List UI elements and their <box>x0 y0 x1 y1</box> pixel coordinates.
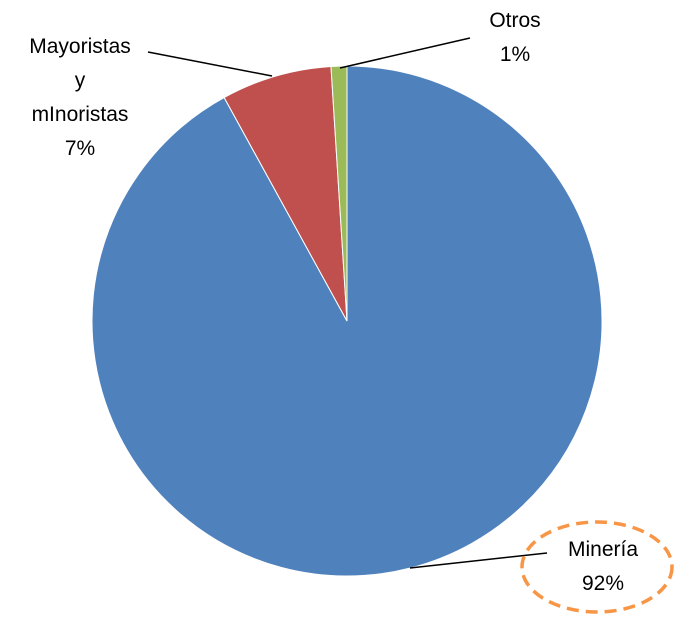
leader-line <box>339 37 471 69</box>
category-label: Otros <box>489 9 541 32</box>
slice-label: Otros 1% <box>460 4 570 72</box>
leader-line <box>147 51 273 77</box>
leader-line <box>409 552 548 569</box>
value-label: 7% <box>64 137 96 160</box>
pie-slice <box>223 65 348 322</box>
highlight-ellipse <box>520 520 674 614</box>
slice-label: Minería 92% <box>548 533 658 601</box>
slice-label: Mayoristas y mInoristas 7% <box>24 30 136 166</box>
value-label: 92% <box>581 572 625 595</box>
category-label: Mayoristas y mInoristas <box>29 35 131 126</box>
category-label: Minería <box>567 538 639 561</box>
value-label: 1% <box>499 43 531 66</box>
